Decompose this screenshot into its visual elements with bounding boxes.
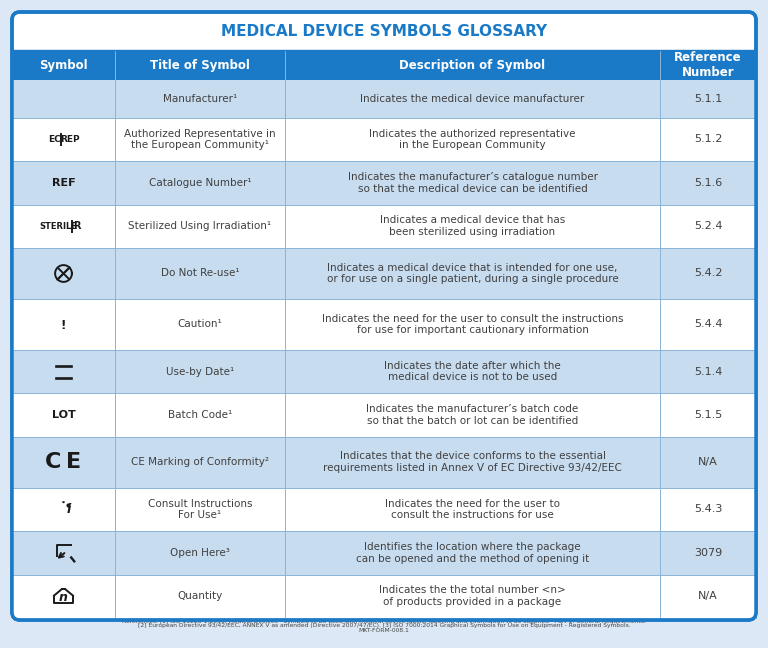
Text: 5.4.4: 5.4.4 [694,319,722,329]
Text: Batch Code¹: Batch Code¹ [168,410,232,420]
Text: MKT-FORM-008.1: MKT-FORM-008.1 [359,629,409,634]
Bar [12,50,756,80]
Text: Do Not Re-use¹: Do Not Re-use¹ [161,268,240,279]
Text: Open Here³: Open Here³ [170,548,230,558]
Text: Use-by Date¹: Use-by Date¹ [166,367,234,376]
Polygon shape [60,372,68,378]
Text: n: n [59,591,68,604]
Text: Indicates that the device conforms to the essential
requirements listed in Annex: Indicates that the device conforms to th… [323,452,622,473]
Text: Indicates a medical device that is intended for one use,
or for use on a single : Indicates a medical device that is inten… [326,262,618,284]
Bar [55,97,73,106]
Bar [12,299,756,350]
Text: REP: REP [60,135,80,144]
Bar [12,248,756,299]
Text: Indicates the the total number <n>
of products provided in a package: Indicates the the total number <n> of pr… [379,586,566,607]
Bar [12,575,756,618]
Text: 3079: 3079 [694,548,722,558]
Bar [12,118,756,161]
Text: Caution¹: Caution¹ [177,319,223,329]
Text: Identifies the location where the package
can be opened and the method of openin: Identifies the location where the packag… [356,542,589,564]
Text: i: i [66,503,71,516]
Bar [12,531,756,575]
Text: STERILE: STERILE [39,222,78,231]
Text: CE Marking of Conformity²: CE Marking of Conformity² [131,457,269,467]
Bar [61,100,65,106]
Text: Reference
Number: Reference Number [674,51,742,79]
Text: [2] European Directive 93/42/EEC, ANNEX V as amended (Directive 2007/47/EC). [3]: [2] European Directive 93/42/EEC, ANNEX … [137,623,631,629]
Text: 5.1.4: 5.1.4 [694,367,722,376]
Text: MEDICAL DEVICE SYMBOLS GLOSSARY: MEDICAL DEVICE SYMBOLS GLOSSARY [221,23,547,38]
Bar [54,178,73,188]
Bar [12,437,756,488]
Text: !: ! [61,319,66,332]
Bar [12,350,756,393]
Bar [61,93,65,97]
Text: C: C [45,452,61,472]
Text: Indicates the manufacturer’s batch code
so that the batch or lot can be identifi: Indicates the manufacturer’s batch code … [366,404,578,426]
Bar [12,80,756,118]
Text: Consult Instructions
For Use¹: Consult Instructions For Use¹ [147,499,252,520]
Text: Indicates the authorized representative
in the European Community: Indicates the authorized representative … [369,129,576,150]
Bar [48,134,79,145]
Bar [69,93,73,97]
Text: Indicates the date after which the
medical device is not to be used: Indicates the date after which the medic… [384,361,561,382]
Text: 5.4.2: 5.4.2 [694,268,722,279]
Bar [65,502,73,517]
Text: 5.1.6: 5.1.6 [694,178,722,188]
Text: 5.4.3: 5.4.3 [694,504,722,515]
Bar [55,502,63,517]
Bar [55,93,58,97]
Bar [12,393,756,437]
Text: Indicates the manufacturer’s catalogue number
so that the medical device can be : Indicates the manufacturer’s catalogue n… [347,172,598,194]
Bar [12,488,756,531]
Text: R: R [73,222,81,231]
Bar [54,410,73,421]
Bar [12,205,756,248]
Text: References: [1] ISO 15223-1:2016, Medical Devices - Symbols to be used with medi: References: [1] ISO 15223-1:2016, Medica… [122,619,646,625]
Text: Quantity: Quantity [177,591,223,601]
Text: Indicates a medical device that has
been sterilized using irradiation: Indicates a medical device that has been… [380,216,565,237]
Text: REF: REF [51,178,75,188]
Text: N/A: N/A [698,457,718,467]
Text: Manufacturer¹: Manufacturer¹ [163,94,237,104]
Text: Symbol: Symbol [39,58,88,71]
Text: EC: EC [48,135,61,144]
Text: 5.2.4: 5.2.4 [694,222,722,231]
Text: Indicates the need for the user to
consult the instructions for use: Indicates the need for the user to consu… [385,499,560,520]
Text: Indicates the medical device manufacturer: Indicates the medical device manufacture… [360,94,584,104]
Text: Authorized Representative in
the European Community¹: Authorized Representative in the Europea… [124,129,276,150]
Text: LOT: LOT [51,410,75,420]
Text: 5.1.1: 5.1.1 [694,94,722,104]
Text: Sterilized Using Irradiation¹: Sterilized Using Irradiation¹ [128,222,272,231]
Text: N/A: N/A [698,591,718,601]
Text: Description of Symbol: Description of Symbol [399,58,545,71]
FancyBboxPatch shape [12,12,756,620]
Text: Title of Symbol: Title of Symbol [150,58,250,71]
Text: Indicates the need for the user to consult the instructions
for use for importan: Indicates the need for the user to consu… [322,314,624,335]
Text: Catalogue Number¹: Catalogue Number¹ [149,178,251,188]
Text: E: E [65,452,81,472]
Bar [12,161,756,205]
Text: 5.1.5: 5.1.5 [694,410,722,420]
Text: 5.1.2: 5.1.2 [694,135,722,145]
Bar [45,221,81,231]
